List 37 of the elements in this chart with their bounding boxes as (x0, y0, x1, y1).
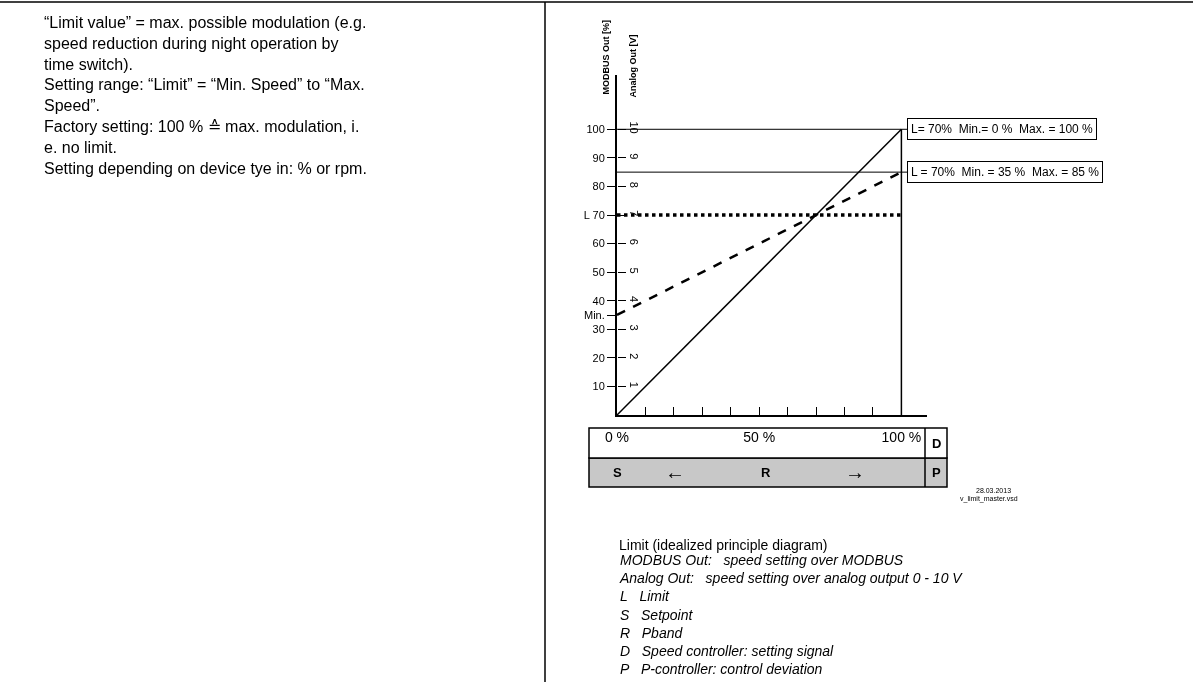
y2-tick-label: 7 (628, 210, 641, 217)
text: “Limit value” = max. possible modulation (e.g. speed reduction during night operation by time switch). Setting range: “Limit” = “Min. Speed” to “Max. Speed”. Factory setting: 100 % ≙ max. modulation, i. e. no limit. Setting depending on device tye in: % or rpm. (44, 14, 367, 177)
y-axis-title: MODBUS Out [%] (600, 20, 611, 95)
y2-tick-label: 5 (628, 267, 641, 274)
ref-line-label: L= 70% Min.= 0 % Max. = 100 % (911, 122, 1094, 136)
y-tick-label: 60 (592, 237, 605, 250)
y2-tick-label: 2 (628, 353, 641, 360)
text: S (613, 465, 622, 480)
y-tick-label: L 70 (583, 208, 605, 221)
y2-axis-title: Analog Out [V] (627, 34, 638, 98)
y-tick-label: 50 (592, 265, 605, 278)
y2-tick-label: 6 (628, 238, 641, 245)
y-tick-label: 100 (586, 123, 605, 136)
text: Limit (idealized principle diagram) (619, 537, 828, 553)
y-tick-label: 10 (592, 380, 605, 393)
text: R (761, 465, 771, 480)
y2-tick-label: 4 (628, 296, 641, 303)
text: ← (665, 461, 685, 483)
y2-tick-label: 9 (628, 153, 641, 160)
y-tick-label: 90 (592, 151, 605, 164)
y2-tick-label: 10 (628, 121, 641, 134)
y2-tick-label: 3 (628, 324, 641, 331)
ref-line-label: L = 70% Min. = 35 % Max. = 85 % (911, 165, 1100, 179)
y-tick-label: 30 (592, 323, 605, 336)
text: MODBUS Out: speed setting over MODBUS Analog Out: speed setting over analog output 0 - 10 V L Limit S Setpoint R Pband D Speed controller: setting signal P P-controller: control deviation (619, 552, 964, 678)
text: D (932, 436, 942, 451)
x-tick-label: 0 % (604, 428, 630, 445)
text: P (932, 465, 941, 480)
y2-tick-label: 1 (628, 381, 641, 388)
x-tick-label: 50 % (743, 428, 776, 445)
y2-tick-label: 8 (628, 181, 641, 188)
y-tick-label: Min. (584, 308, 605, 321)
y-tick-label: 80 (592, 180, 605, 193)
y-tick-label: 20 (592, 351, 605, 364)
y-tick-label: 40 (592, 294, 605, 307)
x-tick-label: 100 % (881, 428, 922, 445)
text: → (845, 461, 865, 483)
